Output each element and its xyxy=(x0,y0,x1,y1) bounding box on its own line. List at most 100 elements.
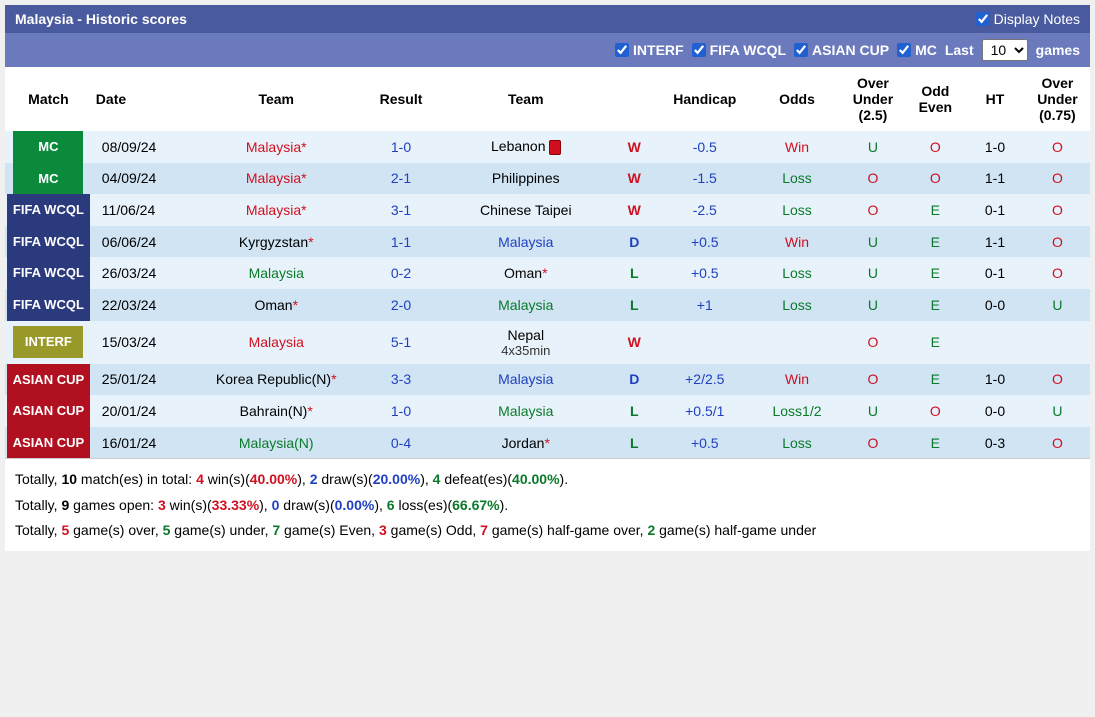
handicap-cell: -2.5 xyxy=(656,194,754,226)
team1-cell[interactable]: Malaysia* xyxy=(189,131,363,163)
team1-cell[interactable]: Malaysia(N) xyxy=(189,427,363,459)
result-cell[interactable]: 0-4 xyxy=(363,427,439,459)
filter-fifa-label: FIFA WCQL xyxy=(710,42,786,58)
date-cell: 22/03/24 xyxy=(92,289,190,321)
team2-cell[interactable]: Malaysia xyxy=(439,364,613,396)
filter-asian[interactable]: ASIAN CUP xyxy=(794,42,889,58)
odds-cell: Loss xyxy=(754,194,841,226)
ou075-cell: O xyxy=(1025,427,1090,459)
team2-cell[interactable]: Nepal4x35min xyxy=(439,321,613,364)
odds-cell: Loss xyxy=(754,289,841,321)
team1-cell[interactable]: Malaysia* xyxy=(189,163,363,195)
last-games-select[interactable]: 10 xyxy=(982,39,1028,61)
ou075-cell: U xyxy=(1025,395,1090,427)
team1-cell[interactable]: Malaysia xyxy=(189,257,363,289)
team2-cell[interactable]: Jordan* xyxy=(439,427,613,459)
ht-cell: 1-1 xyxy=(965,163,1025,195)
handicap-cell: +0.5 xyxy=(656,226,754,258)
table-row: MC08/09/24Malaysia*1-0LebanonW-0.5WinUO1… xyxy=(5,131,1090,163)
result-cell[interactable]: 1-0 xyxy=(363,395,439,427)
team1-cell[interactable]: Korea Republic(N)* xyxy=(189,364,363,396)
filter-interf-label: INTERF xyxy=(633,42,684,58)
table-row: FIFA WCQL22/03/24Oman*2-0MalaysiaL+1Loss… xyxy=(5,289,1090,321)
filter-fifa[interactable]: FIFA WCQL xyxy=(692,42,786,58)
odds-cell xyxy=(754,321,841,364)
match-badge[interactable]: FIFA WCQL xyxy=(7,194,90,226)
table-row: MC04/09/24Malaysia*2-1PhilippinesW-1.5Lo… xyxy=(5,163,1090,195)
oe-cell: O xyxy=(905,131,965,163)
filter-mc-label: MC xyxy=(915,42,937,58)
ou075-cell: O xyxy=(1025,364,1090,396)
match-badge[interactable]: MC xyxy=(13,163,83,195)
filter-mc-checkbox[interactable] xyxy=(897,43,911,57)
ou25-cell: O xyxy=(840,163,905,195)
result-cell[interactable]: 5-1 xyxy=(363,321,439,364)
match-badge[interactable]: FIFA WCQL xyxy=(7,226,90,258)
display-notes-toggle[interactable]: Display Notes xyxy=(976,11,1080,27)
display-notes-checkbox[interactable] xyxy=(976,12,990,26)
team1-cell[interactable]: Kyrgyzstan* xyxy=(189,226,363,258)
result-cell[interactable]: 1-0 xyxy=(363,131,439,163)
header-bar: Malaysia - Historic scores Display Notes xyxy=(5,5,1090,33)
summary-line-2: Totally, 9 games open: 3 win(s)(33.33%),… xyxy=(15,493,1080,518)
team1-cell[interactable]: Malaysia xyxy=(189,321,363,364)
odds-cell: Loss xyxy=(754,163,841,195)
match-badge[interactable]: MC xyxy=(13,131,83,163)
panel-title: Malaysia - Historic scores xyxy=(15,11,187,27)
ou25-cell: O xyxy=(840,321,905,364)
wdl-cell: W xyxy=(613,194,656,226)
team1-cell[interactable]: Malaysia* xyxy=(189,194,363,226)
result-cell[interactable]: 1-1 xyxy=(363,226,439,258)
team2-cell[interactable]: Chinese Taipei xyxy=(439,194,613,226)
ou075-cell: O xyxy=(1025,257,1090,289)
result-cell[interactable]: 3-1 xyxy=(363,194,439,226)
col-result: Result xyxy=(363,67,439,131)
match-badge[interactable]: FIFA WCQL xyxy=(7,257,90,289)
result-cell[interactable]: 2-0 xyxy=(363,289,439,321)
odds-cell: Loss xyxy=(754,257,841,289)
match-badge[interactable]: ASIAN CUP xyxy=(7,395,91,427)
match-badge[interactable]: ASIAN CUP xyxy=(7,427,91,459)
ou075-cell: O xyxy=(1025,163,1090,195)
ou25-cell: U xyxy=(840,226,905,258)
team2-cell[interactable]: Oman* xyxy=(439,257,613,289)
summary-line-1: Totally, 10 match(es) in total: 4 win(s)… xyxy=(15,467,1080,492)
ou075-cell: U xyxy=(1025,289,1090,321)
table-row: FIFA WCQL11/06/24Malaysia*3-1Chinese Tai… xyxy=(5,194,1090,226)
oe-cell: E xyxy=(905,321,965,364)
team2-cell[interactable]: Philippines xyxy=(439,163,613,195)
ou075-cell: O xyxy=(1025,194,1090,226)
col-ht: HT xyxy=(965,67,1025,131)
handicap-cell: +0.5 xyxy=(656,257,754,289)
team2-cell[interactable]: Malaysia xyxy=(439,395,613,427)
ou25-cell: O xyxy=(840,427,905,459)
filter-mc[interactable]: MC xyxy=(897,42,937,58)
team1-cell[interactable]: Bahrain(N)* xyxy=(189,395,363,427)
ht-cell: 0-0 xyxy=(965,395,1025,427)
filter-fifa-checkbox[interactable] xyxy=(692,43,706,57)
date-cell: 26/03/24 xyxy=(92,257,190,289)
filter-bar: INTERF FIFA WCQL ASIAN CUP MC Last 10 ga… xyxy=(5,33,1090,67)
ou25-cell: U xyxy=(840,289,905,321)
result-cell[interactable]: 0-2 xyxy=(363,257,439,289)
result-cell[interactable]: 2-1 xyxy=(363,163,439,195)
table-row: ASIAN CUP25/01/24Korea Republic(N)*3-3Ma… xyxy=(5,364,1090,396)
wdl-cell: D xyxy=(613,226,656,258)
result-cell[interactable]: 3-3 xyxy=(363,364,439,396)
filter-interf-checkbox[interactable] xyxy=(615,43,629,57)
ht-cell xyxy=(965,321,1025,364)
team1-cell[interactable]: Oman* xyxy=(189,289,363,321)
team2-cell[interactable]: Lebanon xyxy=(439,131,613,163)
filter-interf[interactable]: INTERF xyxy=(615,42,684,58)
filter-asian-checkbox[interactable] xyxy=(794,43,808,57)
team2-cell[interactable]: Malaysia xyxy=(439,289,613,321)
display-notes-label: Display Notes xyxy=(994,11,1080,27)
date-cell: 11/06/24 xyxy=(92,194,190,226)
handicap-cell xyxy=(656,321,754,364)
match-badge[interactable]: ASIAN CUP xyxy=(7,364,91,396)
match-badge[interactable]: INTERF xyxy=(13,326,83,358)
col-team1: Team xyxy=(189,67,363,131)
col-oe: Odd Even xyxy=(905,67,965,131)
team2-cell[interactable]: Malaysia xyxy=(439,226,613,258)
match-badge[interactable]: FIFA WCQL xyxy=(7,289,90,321)
